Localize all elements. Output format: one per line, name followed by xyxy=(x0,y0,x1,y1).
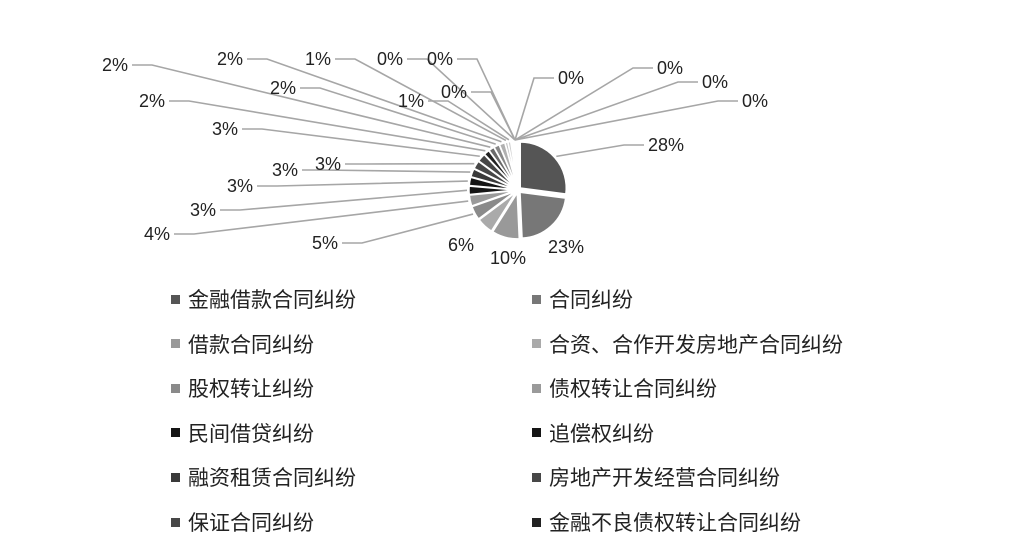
pie-slice xyxy=(519,141,568,195)
leader-line xyxy=(514,67,653,141)
data-label: 0% xyxy=(702,72,728,92)
data-label: 3% xyxy=(190,200,216,220)
legend-item: 借款合同纠纷 xyxy=(171,329,314,359)
legend-label: 金融不良债权转让合同纠纷 xyxy=(549,512,801,535)
legend-item: 民间借贷纠纷 xyxy=(171,418,314,448)
legend-label: 股权转让纠纷 xyxy=(188,378,314,402)
legend-swatch xyxy=(532,339,541,349)
legend-label: 保证合同纠纷 xyxy=(188,512,314,535)
legend-item: 合同纠纷 xyxy=(532,284,633,314)
data-label: 0% xyxy=(441,82,467,102)
legend-label: 追偿权纠纷 xyxy=(549,422,654,446)
data-label: 0% xyxy=(558,68,584,88)
data-label: 2% xyxy=(270,78,296,98)
data-label: 3% xyxy=(227,176,253,196)
leader-line xyxy=(514,100,738,141)
leader-line xyxy=(169,100,486,152)
leader-line xyxy=(257,180,468,187)
leader-line xyxy=(247,58,502,143)
leader-line xyxy=(335,58,507,142)
legend-item: 保证合同纠纷 xyxy=(171,507,314,537)
legend-item: 融资租赁合同纠纷 xyxy=(171,462,356,492)
data-labels: 28% 23% 10% 6% 5% 4% 3% 3% 3% 3% 3% 2% 2% 2% 2% 1% 1% 0% 0… xyxy=(102,49,768,268)
leader-line xyxy=(514,77,554,141)
legend-label: 金融借款合同纠纷 xyxy=(188,289,356,312)
legend-item: 房地产开发经营合同纠纷 xyxy=(532,462,780,492)
data-label: 3% xyxy=(315,154,341,174)
legend-swatch xyxy=(532,472,541,482)
data-label: 4% xyxy=(144,224,170,244)
legend-label: 合同纠纷 xyxy=(549,289,633,312)
leader-line xyxy=(302,169,471,173)
legend-label: 合资、合作开发房地产合同纠纷 xyxy=(549,333,843,357)
legend-label: 民间借贷纠纷 xyxy=(188,422,314,446)
data-label: 3% xyxy=(272,160,298,180)
pie-slice xyxy=(519,191,567,239)
legend-swatch xyxy=(532,294,541,304)
leader-line xyxy=(300,87,496,145)
data-label: 6% xyxy=(448,235,474,255)
pie-slice xyxy=(491,190,521,240)
leader-line xyxy=(428,100,510,141)
leader-line xyxy=(514,81,698,141)
data-label: 1% xyxy=(398,91,424,111)
legend-swatch xyxy=(532,428,541,438)
leader-line xyxy=(174,200,469,235)
legend-label: 融资租赁合同纠纷 xyxy=(188,467,356,491)
legend-swatch xyxy=(171,294,180,304)
leader-line xyxy=(242,128,480,158)
legend-label: 房地产开发经营合同纠纷 xyxy=(549,467,780,491)
data-label: 0% xyxy=(742,91,768,111)
data-label: 0% xyxy=(657,58,683,78)
data-label: 0% xyxy=(377,49,403,69)
data-label: 2% xyxy=(217,49,243,69)
legend-swatch xyxy=(532,517,541,527)
leader-lines xyxy=(132,58,738,244)
legend-swatch xyxy=(171,383,180,393)
pie-slices xyxy=(468,140,568,240)
legend-item: 金融不良债权转让合同纠纷 xyxy=(532,507,801,537)
legend-swatch xyxy=(171,428,180,438)
data-label: 2% xyxy=(139,91,165,111)
legend-item: 金融借款合同纠纷 xyxy=(171,284,356,314)
data-label: 1% xyxy=(305,49,331,69)
legend-label: 债权转让合同纠纷 xyxy=(549,378,717,402)
legend-item: 追偿权纠纷 xyxy=(532,418,654,448)
data-label: 3% xyxy=(212,119,238,139)
leader-line xyxy=(132,64,491,148)
legend-item: 债权转让合同纠纷 xyxy=(532,373,717,403)
leader-line xyxy=(556,144,644,158)
leader-line xyxy=(342,213,474,244)
legend-swatch xyxy=(171,339,180,349)
data-label: 10% xyxy=(490,248,526,268)
data-label: 23% xyxy=(548,237,584,257)
data-label: 2% xyxy=(102,55,128,75)
pie-slice xyxy=(471,190,516,221)
pie-slice xyxy=(507,140,519,188)
legend-swatch xyxy=(171,517,180,527)
legend-swatch xyxy=(532,383,541,393)
leader-line xyxy=(471,91,516,141)
data-label: 0% xyxy=(427,49,453,69)
legend-item: 股权转让纠纷 xyxy=(171,373,314,403)
data-label: 5% xyxy=(312,233,338,253)
leader-line xyxy=(407,58,516,141)
data-label: 28% xyxy=(648,135,684,155)
legend-label: 借款合同纠纷 xyxy=(188,333,314,357)
leader-line xyxy=(220,189,468,211)
legend-item: 合资、合作开发房地产合同纠纷 xyxy=(532,329,843,359)
pie-slice xyxy=(478,191,517,233)
legend-swatch xyxy=(171,472,180,482)
